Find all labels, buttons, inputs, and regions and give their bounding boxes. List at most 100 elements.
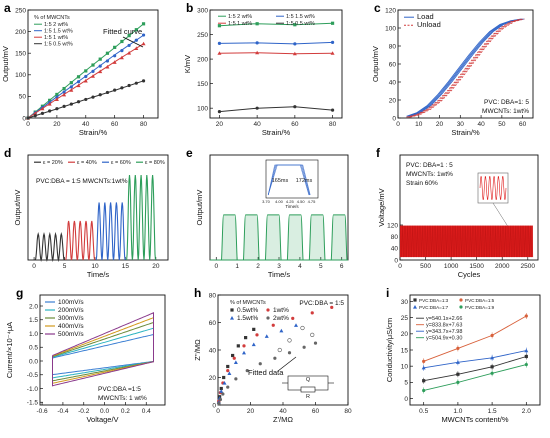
data-point	[524, 354, 528, 359]
y-tick-label: 40	[391, 246, 399, 253]
data-point	[69, 85, 73, 89]
fitted-point	[277, 347, 282, 353]
legend-title: % of MWCNTs	[34, 15, 70, 21]
zoom-connector	[492, 202, 508, 226]
data-point	[84, 74, 88, 79]
note: PVC:DBA = 1:5 MWCNTs:1wt%	[36, 178, 128, 185]
legend-entry: 0.5wt%	[237, 307, 259, 314]
series-line	[219, 22, 333, 27]
data-point	[231, 353, 235, 358]
panel-label: e	[186, 146, 193, 160]
data-point	[217, 402, 221, 406]
series-line	[410, 18, 525, 117]
data-point	[48, 98, 52, 102]
data-point	[76, 80, 81, 84]
series-line	[408, 18, 524, 118]
data-point	[217, 24, 222, 28]
annotation-arrow	[277, 356, 297, 372]
legend-title: % of MWCNTs	[230, 300, 266, 306]
y-tick-label: 250	[15, 7, 26, 14]
legend-entry: 1:5 1 wt%	[228, 21, 252, 27]
legend-entry: 1:5 0.5 wt%	[44, 42, 73, 48]
series-line	[219, 52, 333, 55]
y-axis-label: Conductivity/μS/cm	[385, 318, 394, 382]
fitted-point	[300, 325, 305, 331]
x-tick-label: 5	[319, 263, 323, 270]
legend-marker	[266, 308, 270, 312]
panel-g: g -0.6 -0.4 -0.2 0.0 0.2 0.4 -1.5 -1.0 -0.5 0.0 0.5…	[5, 286, 166, 424]
fit-line	[423, 356, 527, 382]
legend-entry: PVC:DBA=1:7	[419, 305, 449, 310]
data-point	[33, 111, 38, 115]
x-tick-label: 40	[82, 121, 90, 128]
equation: y=540.1x+2.66	[426, 316, 462, 322]
data-point	[421, 365, 426, 370]
x-tick-label: 50	[498, 121, 506, 128]
series-line	[406, 18, 521, 118]
y-tick-label: 60	[389, 61, 397, 68]
pulse	[308, 214, 326, 261]
data-point	[524, 348, 529, 353]
zoom-signal	[479, 176, 507, 200]
inset-tick-label: 4.50	[297, 199, 306, 204]
series-line	[410, 18, 525, 118]
data-point	[141, 22, 146, 26]
data-point	[273, 356, 277, 360]
data-point	[47, 102, 52, 106]
data-point	[294, 323, 298, 327]
fit-line	[423, 315, 527, 362]
data-point	[84, 97, 88, 102]
x-tick-label: 1.5	[488, 408, 497, 415]
x-tick-label: 40	[477, 121, 485, 128]
panel-e: e 0 1 2 3 4 5 6 Time/s Output/mV 3.70 4.00 4.25 4.50 4…	[186, 146, 349, 279]
data-point	[69, 88, 74, 92]
data-point	[55, 92, 59, 97]
x-axis-label: Strain/%	[79, 128, 108, 137]
legend-entry: 1:5 1.5 wt%	[286, 14, 315, 20]
data-point	[120, 86, 124, 90]
data-point	[456, 372, 460, 376]
data-point	[221, 392, 225, 396]
plot-frame	[27, 154, 169, 261]
x-tick-label: 60	[111, 121, 119, 128]
x-axis-label: Time/s	[268, 270, 290, 279]
x-tick-label: 80	[140, 121, 148, 128]
y-tick-label: -1.0	[27, 386, 39, 393]
y-tick-label: 150	[15, 51, 26, 58]
data-point	[255, 106, 259, 110]
data-point	[217, 41, 222, 45]
data-point	[226, 364, 230, 369]
y-axis-label: Output/mV	[195, 190, 204, 226]
x-tick-label: 20	[436, 121, 444, 128]
legend-marker	[459, 305, 463, 309]
data-point	[105, 90, 110, 95]
x-tick-label: 4	[298, 263, 302, 270]
y-tick-label: 0	[394, 257, 398, 264]
data-point	[91, 69, 95, 73]
legend-entry: 300mV/s	[58, 315, 84, 322]
legend-entry: ε = 40%	[77, 160, 97, 166]
series-line	[407, 18, 523, 117]
data-point	[84, 69, 88, 73]
legend-entry: Unload	[417, 20, 441, 29]
legend-entry: PVC:DBA=1:3	[419, 298, 449, 303]
data-point	[134, 46, 139, 50]
y-tick-label: 1.0	[29, 331, 38, 338]
legend-entry: 1:5 0.5 wt%	[286, 21, 315, 27]
legend-marker	[266, 316, 270, 320]
y-axis-label: Current/×10⁻⁴μA	[5, 322, 14, 378]
x-tick-label: 20	[247, 408, 255, 415]
y-tick-label: 60	[209, 320, 217, 327]
x-tick-label: 80	[344, 408, 352, 415]
data-point	[456, 380, 460, 384]
legend-marker	[459, 298, 463, 302]
y-tick-label: 120	[385, 7, 396, 14]
y-tick-label: 50	[19, 94, 27, 101]
pulse-series	[95, 202, 126, 261]
x-tick-label: 20	[216, 121, 224, 128]
panel-label: h	[194, 286, 201, 300]
note: PVC:DBA = 1:5	[299, 300, 344, 307]
data-point	[120, 49, 124, 53]
panel-d: d 0 5 10 15 20 Time/s Output/mV ε = 20% ε = 40% ε …	[4, 146, 169, 279]
x-tick-label: 6	[340, 263, 344, 270]
